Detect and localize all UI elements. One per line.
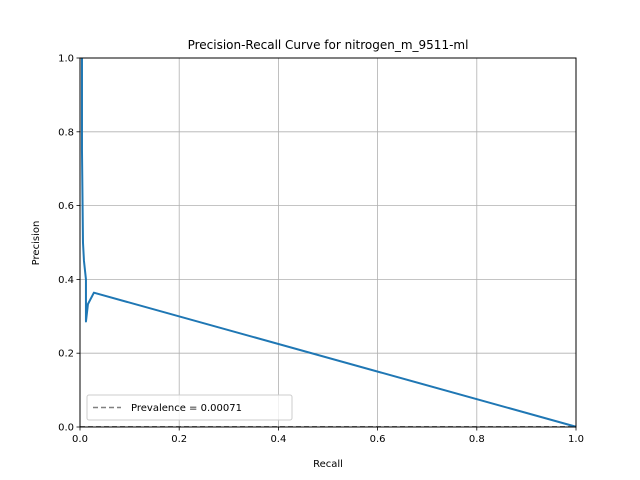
y-tick-label-4: 0.8 xyxy=(58,127,74,138)
legend-box xyxy=(86,394,293,421)
series-line-precision-recall xyxy=(80,58,577,428)
x-tick-label-1: 0.2 xyxy=(171,434,187,445)
x-tick-label-4: 0.8 xyxy=(469,434,485,445)
y-tick-label-3: 0.6 xyxy=(58,201,74,212)
ticks: 0.0 0.2 0.4 0.6 0.8 1.0 0.0 0.2 0.4 0.6 0.8 1.0 xyxy=(58,54,584,446)
y-axis-label: Precision xyxy=(31,221,42,266)
x-tick-label-0: 0.0 xyxy=(72,434,88,445)
x-axis-label: Recall xyxy=(313,459,343,470)
plot-frame xyxy=(79,57,577,428)
x-tick-label-2: 0.4 xyxy=(270,434,286,445)
legend: Prevalence = 0.00071 xyxy=(86,394,293,421)
y-tick-label-5: 1.0 xyxy=(58,54,74,65)
grid xyxy=(79,57,577,428)
x-tick-label-5: 1.0 xyxy=(568,434,584,445)
y-tick-label-1: 0.2 xyxy=(58,349,74,360)
x-tick-label-3: 0.6 xyxy=(370,434,386,445)
y-tick-label-0: 0.0 xyxy=(58,423,74,434)
legend-label-prevalence: Prevalence = 0.00071 xyxy=(131,403,242,414)
y-tick-label-2: 0.4 xyxy=(58,275,74,286)
chart-title: Precision-Recall Curve for nitrogen_m_95… xyxy=(188,38,469,52)
